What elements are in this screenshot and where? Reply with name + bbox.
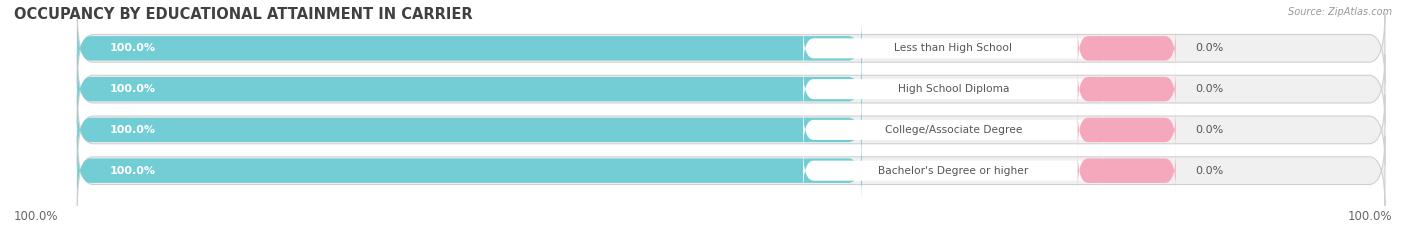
FancyBboxPatch shape	[1077, 110, 1175, 150]
FancyBboxPatch shape	[77, 101, 862, 158]
Text: 0.0%: 0.0%	[1195, 84, 1223, 94]
FancyBboxPatch shape	[803, 148, 1104, 193]
FancyBboxPatch shape	[77, 136, 1385, 206]
Text: 100.0%: 100.0%	[14, 210, 59, 223]
Text: Source: ZipAtlas.com: Source: ZipAtlas.com	[1288, 7, 1392, 17]
FancyBboxPatch shape	[803, 67, 1104, 112]
FancyBboxPatch shape	[77, 54, 1385, 124]
FancyBboxPatch shape	[77, 61, 862, 118]
FancyBboxPatch shape	[77, 13, 1385, 83]
FancyBboxPatch shape	[1077, 69, 1175, 110]
FancyBboxPatch shape	[77, 20, 862, 77]
FancyBboxPatch shape	[803, 26, 1104, 71]
Text: 0.0%: 0.0%	[1195, 125, 1223, 135]
Text: 100.0%: 100.0%	[110, 166, 156, 176]
Text: High School Diploma: High School Diploma	[897, 84, 1010, 94]
Text: 100.0%: 100.0%	[110, 84, 156, 94]
Text: 100.0%: 100.0%	[110, 125, 156, 135]
Text: 100.0%: 100.0%	[110, 43, 156, 53]
Text: College/Associate Degree: College/Associate Degree	[884, 125, 1022, 135]
FancyBboxPatch shape	[1077, 28, 1175, 69]
FancyBboxPatch shape	[77, 142, 862, 199]
FancyBboxPatch shape	[803, 107, 1104, 152]
Text: Bachelor's Degree or higher: Bachelor's Degree or higher	[879, 166, 1029, 176]
Text: Less than High School: Less than High School	[894, 43, 1012, 53]
FancyBboxPatch shape	[1077, 150, 1175, 191]
Text: 0.0%: 0.0%	[1195, 43, 1223, 53]
Text: OCCUPANCY BY EDUCATIONAL ATTAINMENT IN CARRIER: OCCUPANCY BY EDUCATIONAL ATTAINMENT IN C…	[14, 7, 472, 22]
FancyBboxPatch shape	[77, 95, 1385, 165]
Text: 0.0%: 0.0%	[1195, 166, 1223, 176]
Text: 100.0%: 100.0%	[1347, 210, 1392, 223]
